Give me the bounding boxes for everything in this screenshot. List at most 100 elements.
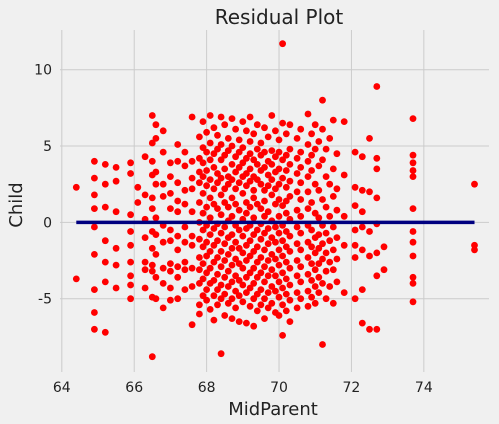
data-point: [253, 176, 261, 184]
data-point: [268, 147, 276, 155]
data-point: [181, 186, 189, 194]
data-point: [210, 185, 218, 193]
data-point: [91, 309, 98, 316]
data-point: [127, 159, 134, 167]
data-point: [315, 273, 323, 281]
data-point: [272, 287, 279, 295]
data-point: [261, 246, 268, 254]
data-point: [228, 194, 236, 202]
data-point: [272, 127, 279, 135]
data-point: [304, 188, 312, 196]
data-point: [217, 263, 225, 271]
data-point: [246, 150, 254, 158]
data-point: [141, 266, 149, 274]
data-point: [203, 128, 211, 136]
data-point: [272, 223, 279, 231]
data-point: [286, 232, 294, 240]
data-point: [409, 151, 417, 159]
data-point: [228, 212, 236, 220]
data-point: [228, 231, 236, 239]
data-point: [174, 197, 182, 205]
data-point: [228, 161, 236, 168]
data-point: [203, 252, 211, 260]
y-tick-label: 0: [43, 215, 52, 231]
data-point: [101, 278, 109, 286]
data-point: [329, 165, 337, 173]
data-point: [409, 205, 417, 213]
data-point: [257, 205, 265, 213]
data-point: [188, 283, 196, 290]
data-point: [210, 164, 218, 171]
data-point: [181, 148, 189, 156]
data-point: [188, 185, 196, 193]
data-point: [366, 228, 373, 235]
data-point: [188, 241, 196, 249]
data-point: [333, 255, 341, 263]
data-point: [239, 264, 247, 272]
x-tick-label: 66: [125, 380, 143, 396]
x-tick-labels: 64 66 68 70 72 74: [53, 380, 433, 396]
data-point: [366, 135, 373, 142]
data-point: [91, 191, 98, 199]
data-point: [264, 272, 272, 280]
data-point: [174, 232, 182, 240]
data-point: [297, 179, 305, 187]
data-point: [282, 258, 290, 266]
data-point: [319, 240, 326, 248]
data-point: [358, 246, 366, 254]
data-point: [351, 254, 359, 261]
data-point: [91, 174, 98, 182]
data-point: [188, 113, 196, 121]
data-point: [326, 135, 334, 142]
data-point: [246, 203, 254, 211]
y-tick-labels: -5 0 5 10: [34, 63, 52, 308]
data-point: [268, 176, 276, 184]
data-point: [246, 177, 254, 185]
data-point: [101, 180, 109, 188]
data-point: [282, 275, 290, 283]
data-point: [210, 150, 218, 158]
data-point: [261, 263, 268, 271]
data-point: [181, 223, 189, 231]
data-point: [127, 170, 134, 177]
data-point: [329, 193, 337, 200]
data-point: [358, 186, 366, 194]
scatter-series: [72, 40, 478, 361]
data-point: [174, 208, 182, 216]
data-point: [340, 118, 348, 125]
data-point: [152, 121, 160, 129]
data-point: [224, 180, 232, 188]
data-point: [174, 179, 182, 187]
data-point: [272, 185, 279, 193]
data-point: [257, 301, 265, 309]
data-point: [304, 302, 312, 310]
data-point: [250, 156, 258, 164]
data-point: [279, 202, 286, 210]
data-point: [409, 273, 417, 281]
data-point: [257, 254, 265, 261]
data-point: [243, 182, 250, 190]
data-point: [319, 341, 326, 348]
data-point: [264, 257, 272, 264]
data-point: [152, 295, 160, 303]
data-point: [181, 200, 189, 208]
data-point: [196, 133, 203, 141]
data-point: [257, 139, 265, 147]
data-point: [91, 205, 98, 213]
data-point: [246, 113, 254, 121]
data-point: [148, 139, 156, 147]
data-point: [366, 252, 373, 260]
data-point: [315, 138, 323, 145]
data-point: [203, 182, 211, 190]
data-point: [275, 165, 283, 173]
chart-title: Residual Plot: [215, 5, 344, 29]
data-point: [304, 254, 312, 261]
data-point: [351, 202, 359, 210]
data-point: [203, 238, 211, 246]
data-point: [373, 83, 381, 90]
data-point: [159, 148, 167, 156]
data-point: [239, 118, 247, 125]
x-tick-label: 64: [53, 380, 71, 396]
data-point: [101, 258, 109, 266]
data-point: [221, 185, 229, 193]
